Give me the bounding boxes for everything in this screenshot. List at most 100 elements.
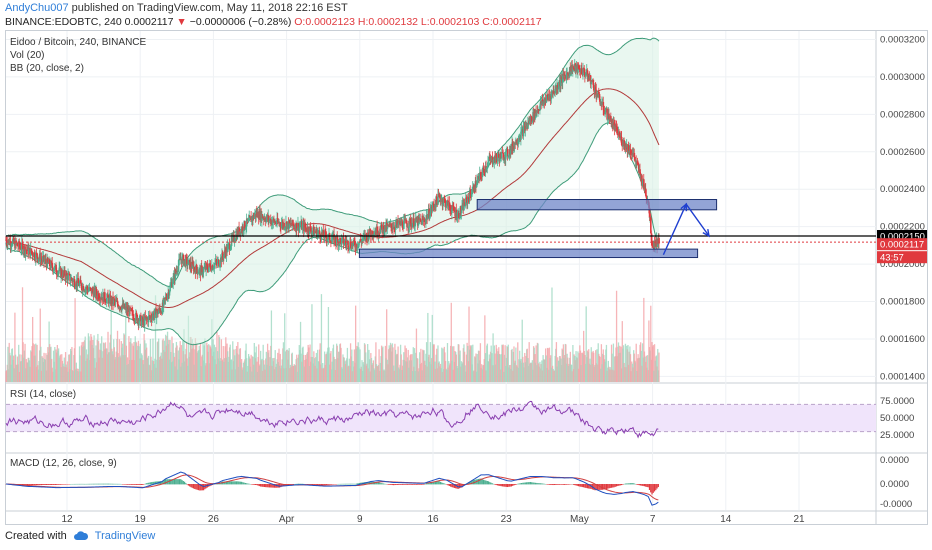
macd-histogram-bar xyxy=(594,484,596,491)
x-tick-label: Apr xyxy=(279,514,295,525)
macd-histogram-bar xyxy=(173,479,176,485)
volume-bar xyxy=(412,347,414,382)
tradingview-brand-link[interactable]: TradingView xyxy=(94,530,156,542)
rsi-indicator-label[interactable]: RSI (14, close) xyxy=(10,389,77,400)
volume-bar xyxy=(652,345,654,382)
macd-histogram-bar xyxy=(505,484,507,487)
macd-histogram-bar xyxy=(189,484,191,487)
candle-body xyxy=(410,219,412,227)
candle-body xyxy=(265,218,268,222)
candle-body xyxy=(527,123,529,127)
macd-histogram-bar xyxy=(422,484,424,485)
candle-body xyxy=(247,219,249,221)
x-tick-label: 16 xyxy=(427,514,439,525)
candle-body xyxy=(57,272,59,276)
candle-body xyxy=(442,199,445,203)
macd-histogram-bar xyxy=(26,484,29,486)
macd-histogram-bar xyxy=(244,482,246,485)
macd-histogram-bar xyxy=(624,483,626,485)
macd-histogram-bar xyxy=(518,483,520,485)
candle-body xyxy=(482,167,485,169)
candle-body xyxy=(582,67,585,69)
candle-body xyxy=(177,265,180,272)
candle-body xyxy=(439,194,441,199)
candle-body xyxy=(520,129,523,132)
volume-bar xyxy=(258,344,260,382)
volume-bar xyxy=(470,345,473,382)
macd-histogram-bar xyxy=(557,484,559,485)
candle-body xyxy=(404,219,406,221)
candle-body xyxy=(563,74,566,77)
candle-body xyxy=(221,252,224,257)
macd-histogram-bar xyxy=(508,484,510,487)
candle-body xyxy=(511,142,514,150)
candle-body xyxy=(292,224,295,226)
candle-body xyxy=(343,243,346,245)
candle-body xyxy=(202,272,204,274)
candle-body xyxy=(309,227,312,232)
candle-body xyxy=(104,300,107,303)
candle-body xyxy=(42,257,44,261)
volume-indicator-label[interactable]: Vol (20) xyxy=(10,50,45,61)
candle-body xyxy=(308,226,311,234)
author-link[interactable]: AndyChu007 xyxy=(5,2,69,14)
candle-body xyxy=(522,126,525,137)
candle-body xyxy=(467,197,470,199)
macd-histogram-bar xyxy=(629,483,632,485)
price-change: −0.0000006 (−0.28%) xyxy=(189,16,292,28)
macd-histogram-bar xyxy=(653,484,656,492)
macd-histogram-bar xyxy=(501,484,504,487)
candle-body xyxy=(458,213,460,219)
macd-histogram-bar xyxy=(566,484,568,485)
macd-histogram-bar xyxy=(344,483,347,485)
candle-body xyxy=(637,163,639,166)
volume-bar xyxy=(629,354,632,382)
candle-body xyxy=(351,243,353,249)
macd-histogram-bar xyxy=(168,479,170,485)
macd-histogram-bar xyxy=(610,484,613,488)
candle-body xyxy=(284,227,287,228)
volume-bar xyxy=(650,305,652,382)
volume-bar xyxy=(24,343,26,382)
bollinger-indicator-label[interactable]: BB (20, close, 2) xyxy=(10,63,84,74)
macd-histogram-bar xyxy=(556,484,558,485)
volume-bar xyxy=(551,287,553,382)
volume-bar xyxy=(441,347,443,382)
volume-bar xyxy=(577,351,579,382)
candle-body xyxy=(505,151,507,160)
chart-frame[interactable] xyxy=(5,30,928,525)
macd-histogram-bar xyxy=(424,483,426,485)
candle-body xyxy=(361,239,364,240)
candle-body xyxy=(453,210,456,212)
macd-histogram-bar xyxy=(181,480,183,485)
macd-histogram-bar xyxy=(576,484,578,486)
candle-body xyxy=(213,264,216,268)
volume-bar xyxy=(274,350,276,382)
macd-histogram-bar xyxy=(234,481,236,485)
candle-body xyxy=(40,258,43,260)
candle-body xyxy=(590,80,593,85)
macd-histogram-bar xyxy=(25,484,27,486)
volume-bar xyxy=(79,355,81,382)
macd-indicator-label[interactable]: MACD (12, 26, close, 9) xyxy=(10,458,117,469)
support-resistance-zone xyxy=(358,248,699,259)
candle-body xyxy=(342,237,345,245)
macd-histogram-bar xyxy=(479,478,481,485)
macd-histogram-bar xyxy=(580,484,582,487)
price-tick-label: 0.0002400 xyxy=(880,184,925,195)
macd-histogram-bar xyxy=(94,483,96,485)
candle-body xyxy=(639,169,641,174)
candle-body xyxy=(641,175,643,185)
volume-bar xyxy=(502,344,504,382)
macd-histogram-bar xyxy=(401,484,404,485)
macd-histogram-bar xyxy=(137,484,139,485)
macd-histogram-bar xyxy=(291,484,293,485)
candle-body xyxy=(71,278,73,280)
volume-bar xyxy=(7,346,9,382)
volume-bar xyxy=(21,287,24,382)
volume-bar xyxy=(288,348,290,382)
candle-body xyxy=(186,258,189,266)
candle-body xyxy=(473,191,476,192)
volume-bar xyxy=(39,308,41,382)
